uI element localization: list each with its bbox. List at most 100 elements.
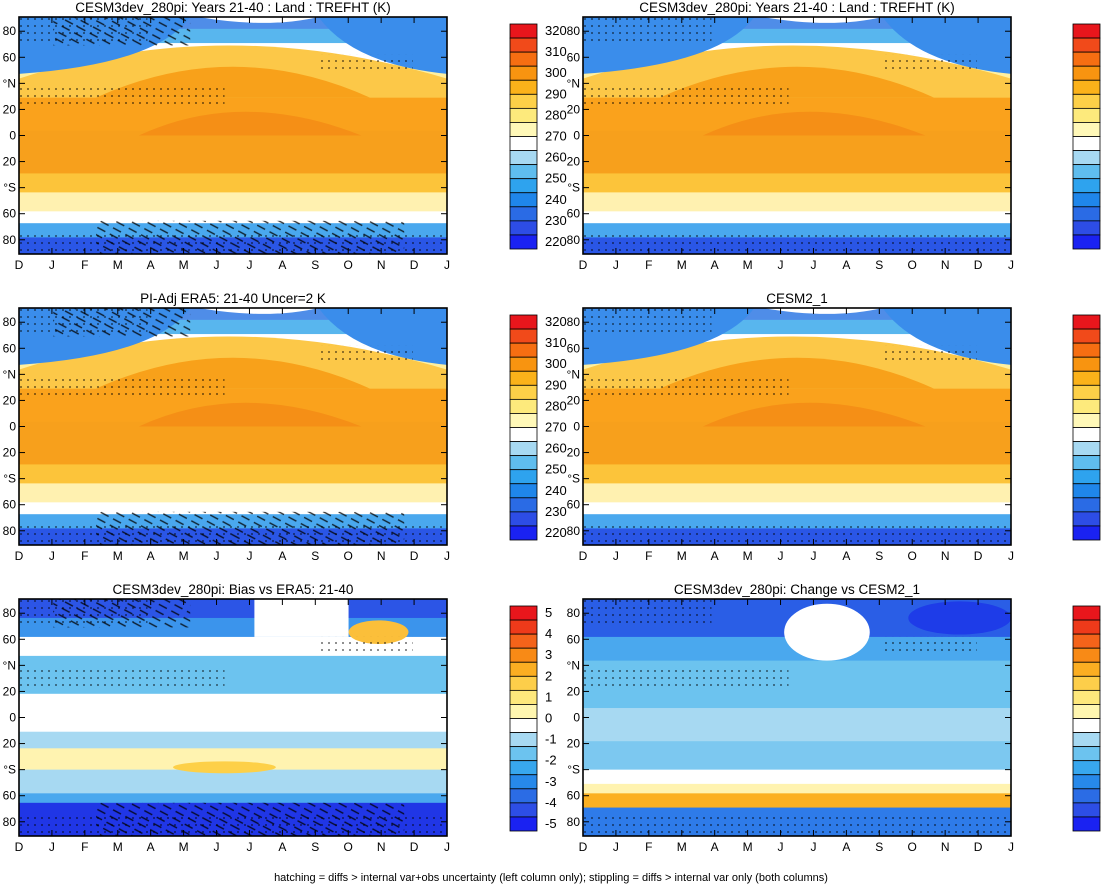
colorbar-segment bbox=[509, 483, 538, 499]
colorbar-segment bbox=[509, 788, 538, 804]
colorbar-segment bbox=[1072, 356, 1101, 372]
x-tick-label: J bbox=[1008, 258, 1014, 272]
colorbar-segment bbox=[509, 760, 538, 776]
colorbar-segment bbox=[509, 356, 538, 372]
colorbar-segment bbox=[1072, 441, 1101, 457]
colorbar-segment bbox=[509, 774, 538, 790]
y-tick-label: 0 bbox=[9, 129, 16, 143]
colorbar-label: 240 bbox=[545, 192, 567, 207]
lat-band-7 bbox=[19, 464, 447, 484]
x-tick-label: N bbox=[377, 258, 386, 272]
lat-band-8 bbox=[19, 793, 447, 804]
colorbar-segment bbox=[1072, 37, 1101, 53]
stipple-region-3 bbox=[583, 17, 712, 46]
stipple-region-1 bbox=[318, 345, 413, 361]
colorbar-segment bbox=[1072, 647, 1101, 663]
y-tick-label: 80 bbox=[567, 24, 581, 38]
colorbar-segment bbox=[509, 370, 538, 386]
stipple-region-1 bbox=[318, 636, 413, 652]
hatch-region-nh bbox=[53, 17, 191, 46]
x-tick-label: A bbox=[147, 840, 155, 854]
y-tick-label: 80 bbox=[567, 815, 581, 829]
colorbar-segment bbox=[1072, 816, 1101, 832]
y-tick-label: 60 bbox=[567, 498, 581, 512]
x-tick-label: J bbox=[444, 258, 450, 272]
x-tick-label: D bbox=[579, 258, 588, 272]
x-tick-label: F bbox=[645, 840, 652, 854]
colorbar-segment bbox=[1072, 427, 1101, 442]
colorbar-segment bbox=[509, 661, 538, 677]
y-tick-label: °N bbox=[3, 367, 16, 381]
colorbar-segment bbox=[509, 136, 538, 151]
x-tick-label: N bbox=[941, 840, 950, 854]
colorbar-segment bbox=[509, 51, 538, 67]
lat-band-8 bbox=[583, 192, 1011, 212]
plot-area bbox=[583, 599, 1011, 836]
colorbar-segment bbox=[1072, 206, 1101, 222]
colorbar-segment bbox=[1072, 483, 1101, 499]
y-tick-label: 0 bbox=[573, 711, 580, 725]
colorbar-segment bbox=[1072, 51, 1101, 67]
lat-band-6 bbox=[583, 783, 1011, 794]
colorbar-segment bbox=[1072, 704, 1101, 719]
colorbar-label: -1 bbox=[545, 732, 557, 747]
colorbar-segment bbox=[509, 675, 538, 691]
lat-band-8 bbox=[583, 483, 1011, 503]
panel-title: CESM3dev_280pi: Years 21-40 : Land : TRE… bbox=[75, 0, 390, 15]
colorbar-label: 260 bbox=[545, 441, 567, 456]
colorbar-segment bbox=[509, 605, 538, 621]
y-tick-label: 80 bbox=[3, 233, 17, 247]
colorbar-segment bbox=[509, 511, 538, 527]
x-tick-label: D bbox=[579, 549, 588, 563]
x-tick-label: A bbox=[842, 549, 850, 563]
colorbar-segment bbox=[1072, 122, 1101, 137]
y-tick-label: 20 bbox=[3, 684, 17, 698]
lat-band-7 bbox=[583, 793, 1011, 809]
x-tick-label: A bbox=[711, 840, 719, 854]
x-tick-label: D bbox=[15, 258, 24, 272]
x-tick-label: O bbox=[908, 549, 917, 563]
y-tick-label: 80 bbox=[567, 606, 581, 620]
colorbar-segment bbox=[1072, 65, 1101, 81]
x-tick-label: D bbox=[410, 549, 419, 563]
colorbar-segment bbox=[509, 525, 538, 541]
colorbar-label: 320 bbox=[545, 314, 567, 329]
stipple-region-0 bbox=[583, 374, 789, 399]
y-tick-label: 80 bbox=[567, 233, 581, 247]
footnote: hatching = diffs > internal var+obs unce… bbox=[274, 872, 828, 884]
x-tick-label: J bbox=[778, 258, 784, 272]
y-tick-label: 20 bbox=[3, 393, 17, 407]
x-tick-label: A bbox=[842, 258, 850, 272]
stipple-region-0 bbox=[19, 83, 225, 108]
colorbar-segment bbox=[1072, 802, 1101, 818]
lat-band-5 bbox=[583, 769, 1011, 785]
x-tick-label: S bbox=[875, 840, 883, 854]
y-tick-label: 20 bbox=[3, 155, 17, 169]
colorbar-label: 240 bbox=[545, 483, 567, 498]
colorbar-segment bbox=[1072, 136, 1101, 151]
colorbar-segment bbox=[509, 79, 538, 95]
x-tick-label: D bbox=[15, 549, 24, 563]
y-tick-label: 20 bbox=[567, 684, 581, 698]
colorbar-segment bbox=[509, 122, 538, 137]
colorbar-segment bbox=[509, 427, 538, 442]
x-tick-label: J bbox=[778, 549, 784, 563]
colorbar-label: -4 bbox=[545, 795, 557, 810]
y-tick-label: 0 bbox=[9, 711, 16, 725]
panel-6: CESM3dev_280pi: Change vs CESM2_1 D J F M A M J… bbox=[567, 582, 1014, 854]
y-tick-label: 20 bbox=[567, 737, 581, 751]
colorbar-label: 1 bbox=[545, 689, 552, 704]
y-tick-label: °S bbox=[567, 181, 580, 195]
x-tick-label: J bbox=[810, 840, 816, 854]
colorbar-label: 220 bbox=[545, 525, 567, 540]
y-tick-label: 20 bbox=[567, 155, 581, 169]
y-tick-label: 20 bbox=[567, 446, 581, 460]
colorbar-segment bbox=[509, 746, 538, 762]
x-tick-label: J bbox=[246, 549, 252, 563]
bias-white-gap bbox=[254, 599, 349, 637]
colorbar-segment bbox=[1072, 107, 1101, 123]
x-tick-label: O bbox=[344, 258, 353, 272]
nh-summer-white bbox=[198, 308, 319, 314]
